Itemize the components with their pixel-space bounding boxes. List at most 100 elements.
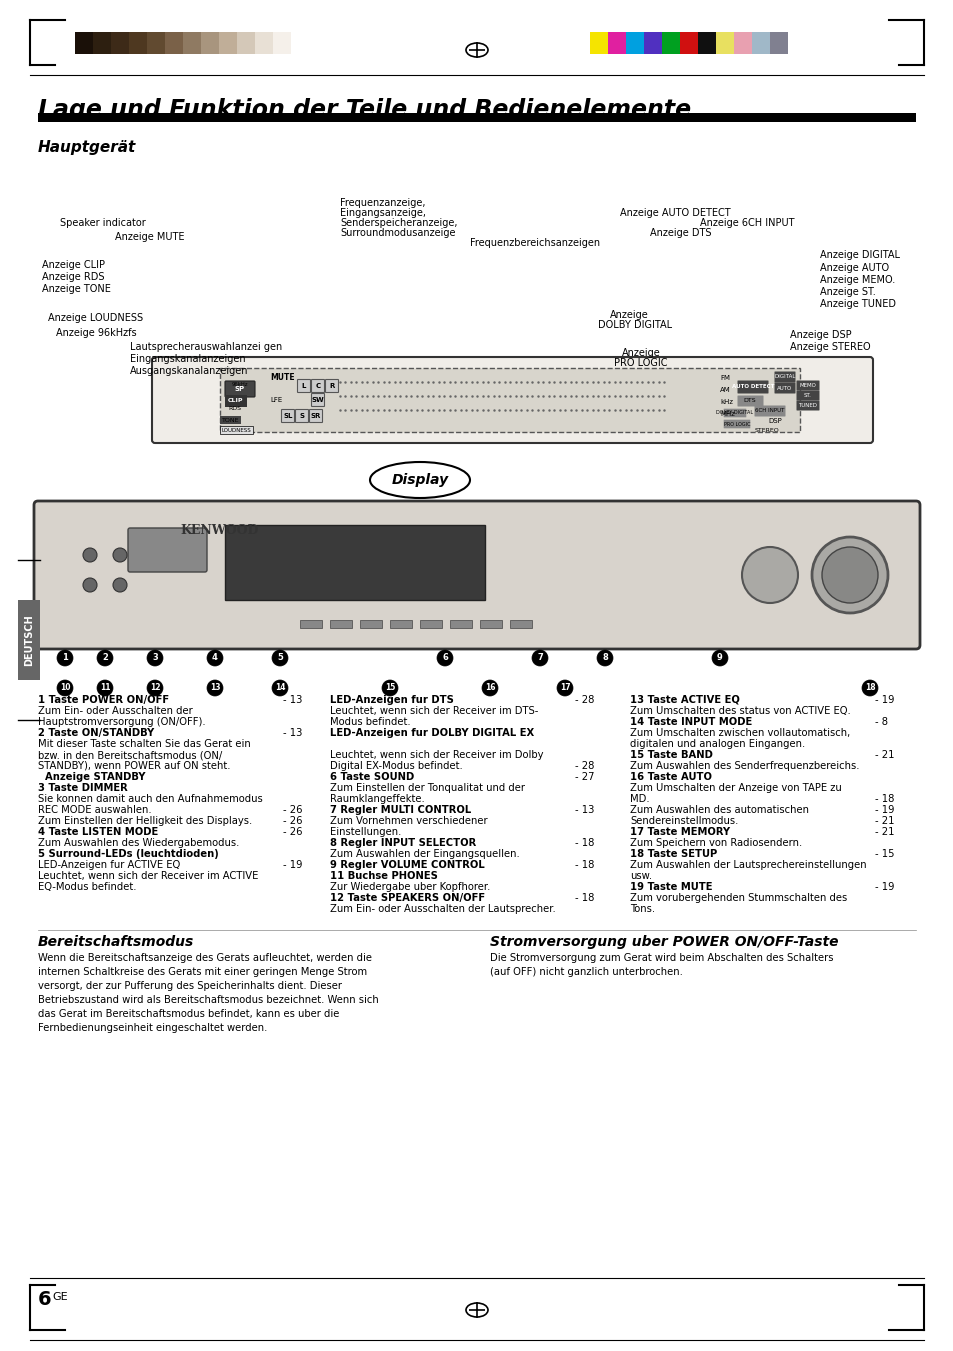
Bar — [769, 32, 787, 54]
FancyBboxPatch shape — [225, 381, 254, 397]
Text: Zur Wiedergabe uber Kopfhorer.: Zur Wiedergabe uber Kopfhorer. — [330, 882, 490, 892]
Text: Anzeige DIGITAL: Anzeige DIGITAL — [820, 250, 899, 259]
Text: SP: SP — [234, 386, 245, 392]
Circle shape — [97, 650, 112, 666]
Circle shape — [821, 547, 877, 603]
Ellipse shape — [370, 462, 470, 499]
Text: - 18: - 18 — [575, 861, 594, 870]
Text: Wenn die Bereitschaftsanzeige des Gerats aufleuchtet, werden die
internen Schalt: Wenn die Bereitschaftsanzeige des Gerats… — [38, 952, 378, 1034]
Text: Anzeige LOUDNESS: Anzeige LOUDNESS — [48, 313, 143, 323]
FancyBboxPatch shape — [309, 409, 322, 423]
Text: Zum Vornehmen verschiedener: Zum Vornehmen verschiedener — [330, 816, 487, 825]
Text: Leuchtet, wenn sich der Receiver im ACTIVE: Leuchtet, wenn sich der Receiver im ACTI… — [38, 871, 258, 881]
Text: STEREO: STEREO — [754, 428, 779, 434]
Bar — [625, 32, 643, 54]
Text: 11 Buchse PHONES: 11 Buchse PHONES — [330, 871, 437, 881]
Text: - 19: - 19 — [283, 861, 302, 870]
Text: MD.: MD. — [629, 794, 649, 804]
Text: Speaker indicator: Speaker indicator — [60, 218, 146, 228]
Circle shape — [862, 680, 877, 696]
Text: - 26: - 26 — [283, 805, 302, 815]
Circle shape — [436, 650, 453, 666]
Text: 96kHz: 96kHz — [232, 382, 248, 388]
Bar — [679, 32, 698, 54]
Circle shape — [97, 680, 112, 696]
Text: LED-Anzeigen fur DOLBY DIGITAL EX: LED-Anzeigen fur DOLBY DIGITAL EX — [330, 728, 534, 738]
Bar — [75, 32, 92, 54]
Text: Leuchtet, wenn sich der Receiver im DTS-: Leuchtet, wenn sich der Receiver im DTS- — [330, 707, 537, 716]
Text: 16: 16 — [484, 684, 495, 693]
Text: - 19: - 19 — [874, 694, 894, 705]
Text: TUNED: TUNED — [798, 403, 817, 408]
Text: DIGITAL: DIGITAL — [774, 374, 795, 380]
Text: Einstellungen.: Einstellungen. — [330, 827, 401, 838]
Text: Surroundmodusanzeige: Surroundmodusanzeige — [339, 228, 455, 238]
Text: Sendereinstellmodus.: Sendereinstellmodus. — [629, 816, 738, 825]
Text: - 19: - 19 — [874, 805, 894, 815]
Text: - 28: - 28 — [575, 694, 594, 705]
Text: bzw. in den Bereitschaftsmodus (ON/: bzw. in den Bereitschaftsmodus (ON/ — [38, 750, 222, 761]
Bar — [18, 600, 40, 680]
Text: Anzeige DTS: Anzeige DTS — [649, 228, 711, 238]
Text: Anzeige RDS: Anzeige RDS — [42, 272, 105, 282]
Text: 6 Taste SOUND: 6 Taste SOUND — [330, 771, 414, 782]
Text: FM: FM — [720, 376, 729, 381]
Circle shape — [272, 650, 288, 666]
Text: Leuchtet, wenn sich der Receiver im Dolby: Leuchtet, wenn sich der Receiver im Dolb… — [330, 750, 543, 761]
Text: L: L — [301, 382, 306, 389]
Circle shape — [532, 650, 547, 666]
Text: 3: 3 — [152, 654, 157, 662]
Bar — [359, 620, 381, 628]
Text: Anzeige CLIP: Anzeige CLIP — [42, 259, 105, 270]
Text: Lage und Funktion der Teile und Bedienelemente: Lage und Funktion der Teile und Bedienel… — [38, 99, 690, 122]
Text: Zum Speichern von Radiosendern.: Zum Speichern von Radiosendern. — [629, 838, 801, 848]
Bar — [419, 620, 441, 628]
Bar — [129, 32, 147, 54]
Text: Zum Auswahlen des Wiedergabemodus.: Zum Auswahlen des Wiedergabemodus. — [38, 838, 239, 848]
Text: 15 Taste BAND: 15 Taste BAND — [629, 750, 712, 761]
Text: Mit dieser Taste schalten Sie das Gerat ein: Mit dieser Taste schalten Sie das Gerat … — [38, 739, 251, 748]
Bar — [661, 32, 679, 54]
Text: 1: 1 — [62, 654, 68, 662]
Text: 6: 6 — [38, 1290, 51, 1309]
Text: 7 Regler MULTI CONTROL: 7 Regler MULTI CONTROL — [330, 805, 471, 815]
Text: 4: 4 — [212, 654, 217, 662]
Bar — [165, 32, 183, 54]
Text: Frequenzanzeige,: Frequenzanzeige, — [339, 199, 425, 208]
Text: 2: 2 — [102, 654, 108, 662]
Text: Senderspeicheranzeige,: Senderspeicheranzeige, — [339, 218, 457, 228]
Text: DTS: DTS — [743, 399, 756, 404]
Text: 2 Taste ON/STANDBY: 2 Taste ON/STANDBY — [38, 728, 154, 738]
FancyBboxPatch shape — [312, 393, 324, 407]
Text: Anzeige ST.: Anzeige ST. — [820, 286, 875, 297]
Text: Anzeige STEREO: Anzeige STEREO — [789, 342, 870, 353]
Circle shape — [811, 536, 887, 613]
Circle shape — [112, 578, 127, 592]
Circle shape — [147, 680, 163, 696]
Text: Anzeige TONE: Anzeige TONE — [42, 284, 111, 295]
Text: 17 Taste MEMORY: 17 Taste MEMORY — [629, 827, 729, 838]
Text: 17: 17 — [559, 684, 570, 693]
FancyBboxPatch shape — [737, 396, 762, 407]
Text: SL: SL — [283, 413, 293, 419]
FancyBboxPatch shape — [774, 382, 795, 393]
Text: - 18: - 18 — [575, 893, 594, 902]
Text: Lautsprecherauswahlanzei gen: Lautsprecherauswahlanzei gen — [130, 342, 282, 353]
FancyBboxPatch shape — [737, 381, 768, 393]
Bar — [236, 32, 254, 54]
Text: 8: 8 — [601, 654, 607, 662]
Text: - 13: - 13 — [283, 728, 302, 738]
Text: Hauptgerät: Hauptgerät — [38, 141, 136, 155]
Text: 12: 12 — [150, 684, 160, 693]
FancyBboxPatch shape — [312, 380, 324, 393]
Bar — [299, 620, 322, 628]
Text: AUTO: AUTO — [777, 385, 792, 390]
Text: Frequenzbereichsanzeigen: Frequenzbereichsanzeigen — [470, 238, 599, 249]
Text: LED-Anzeigen fur DTS: LED-Anzeigen fur DTS — [330, 694, 454, 705]
FancyBboxPatch shape — [796, 390, 819, 400]
Text: AUTO DETECT: AUTO DETECT — [731, 385, 774, 389]
Text: Ausgangskanalanzeigen: Ausgangskanalanzeigen — [130, 366, 248, 376]
Bar — [733, 32, 751, 54]
Bar — [220, 367, 800, 432]
Text: 5: 5 — [276, 654, 283, 662]
